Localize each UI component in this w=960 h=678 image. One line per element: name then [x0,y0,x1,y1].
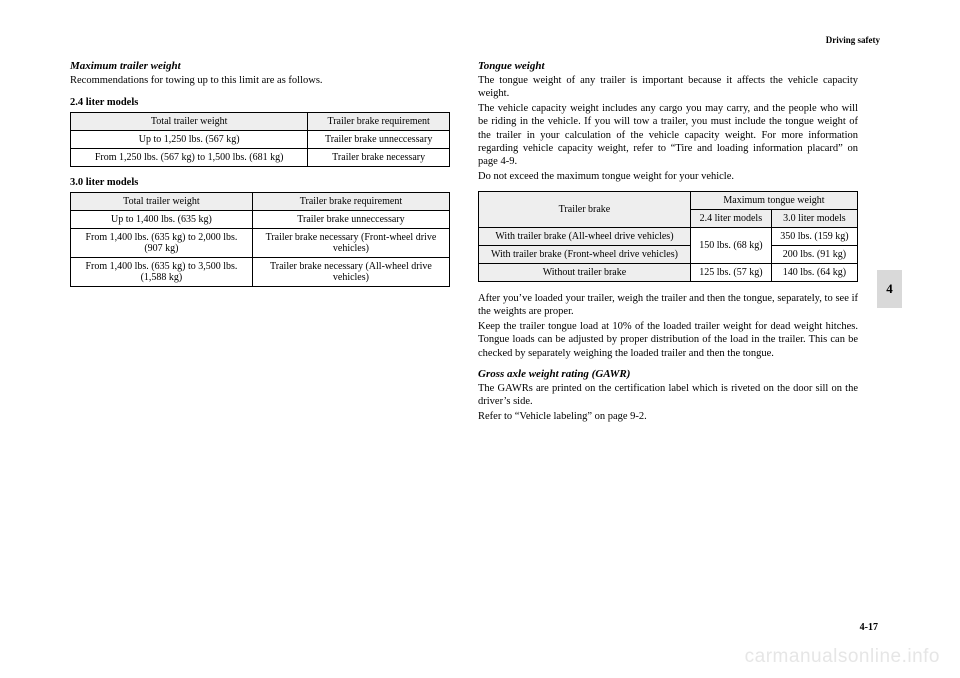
table-row: With trailer brake (All-wheel drive vehi… [479,228,858,246]
cell: From 1,400 lbs. (635 kg) to 3,500 lbs. (… [71,258,253,287]
th-trailer-brake: Trailer brake [479,192,691,228]
tongue-p5: Keep the trailer tongue load at 10% of t… [478,320,858,359]
label-24-liter: 2.4 liter models [70,97,450,108]
tongue-weight-heading: Tongue weight [478,60,858,72]
th-brake-req: Trailer brake requirement [308,113,450,131]
left-column: Maximum trailer weight Recommendations f… [70,60,450,425]
table-row: From 1,250 lbs. (567 kg) to 1,500 lbs. (… [71,149,450,167]
header-section: Driving safety [826,35,880,45]
table-30-liter: Total trailer weight Trailer brake requi… [70,192,450,287]
tongue-p3: Do not exceed the maximum tongue weight … [478,170,858,183]
table-row: Up to 1,250 lbs. (567 kg) Trailer brake … [71,131,450,149]
watermark: carmanualsonline.info [745,646,940,668]
page-number: 4-17 [860,622,878,633]
max-trailer-weight-heading: Maximum trailer weight [70,60,450,72]
cell: Up to 1,400 lbs. (635 kg) [71,211,253,229]
cell: Up to 1,250 lbs. (567 kg) [71,131,308,149]
cell: 140 lbs. (64 kg) [771,264,857,282]
cell: From 1,250 lbs. (567 kg) to 1,500 lbs. (… [71,149,308,167]
table-row: Up to 1,400 lbs. (635 kg) Trailer brake … [71,211,450,229]
tongue-p1: The tongue weight of any trailer is impo… [478,74,858,100]
cell-label: With trailer brake (Front-wheel drive ve… [479,246,691,264]
gawr-heading: Gross axle weight rating (GAWR) [478,368,858,380]
gawr-p1: The GAWRs are printed on the certificati… [478,382,858,408]
cell-label: With trailer brake (All-wheel drive vehi… [479,228,691,246]
cell: Trailer brake unneccessary [252,211,449,229]
table-row: From 1,400 lbs. (635 kg) to 3,500 lbs. (… [71,258,450,287]
cell-label: Without trailer brake [479,264,691,282]
cell: 200 lbs. (91 kg) [771,246,857,264]
table-row: With trailer brake (Front-wheel drive ve… [479,246,858,264]
th-brake-req: Trailer brake requirement [252,193,449,211]
cell: 150 lbs. (68 kg) [690,228,771,264]
th-30-models: 3.0 liter models [771,210,857,228]
right-column: Tongue weight The tongue weight of any t… [478,60,858,425]
th-24-models: 2.4 liter models [690,210,771,228]
cell: Trailer brake necessary (All-wheel drive… [252,258,449,287]
table-row: From 1,400 lbs. (635 kg) to 2,000 lbs. (… [71,229,450,258]
tongue-p2: The vehicle capacity weight includes any… [478,102,858,168]
table-row: Without trailer brake 125 lbs. (57 kg) 1… [479,264,858,282]
th-total-weight: Total trailer weight [71,113,308,131]
cell: 350 lbs. (159 kg) [771,228,857,246]
page-content: Maximum trailer weight Recommendations f… [0,0,960,465]
th-total-weight: Total trailer weight [71,193,253,211]
table-24-liter: Total trailer weight Trailer brake requi… [70,112,450,167]
cell: From 1,400 lbs. (635 kg) to 2,000 lbs. (… [71,229,253,258]
cell: 125 lbs. (57 kg) [690,264,771,282]
tongue-p4: After you’ve loaded your trailer, weigh … [478,292,858,318]
tongue-weight-table: Trailer brake Maximum tongue weight 2.4 … [478,191,858,282]
cell: Trailer brake necessary (Front-wheel dri… [252,229,449,258]
th-max-tongue: Maximum tongue weight [690,192,857,210]
gawr-p2: Refer to “Vehicle labeling” on page 9-2. [478,410,858,423]
cell: Trailer brake necessary [308,149,450,167]
intro-text: Recommendations for towing up to this li… [70,74,450,87]
chapter-tab: 4 [877,270,902,308]
label-30-liter: 3.0 liter models [70,177,450,188]
cell: Trailer brake unneccessary [308,131,450,149]
